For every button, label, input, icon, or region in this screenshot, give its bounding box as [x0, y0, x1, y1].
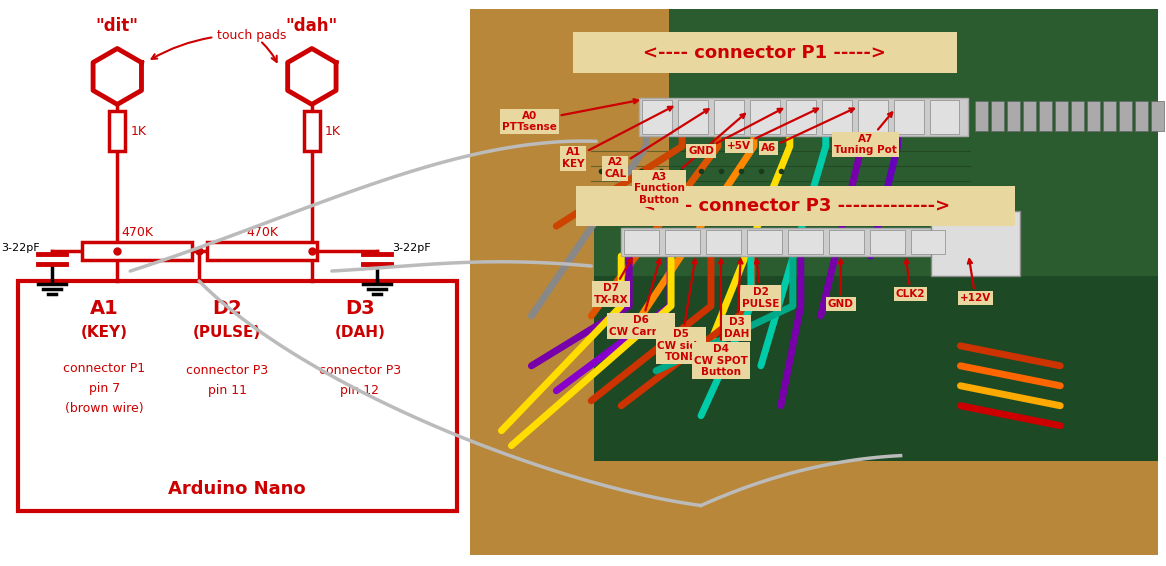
Bar: [747, 230, 782, 254]
Text: connector P3
pin 11: connector P3 pin 11: [187, 365, 268, 397]
Text: connector P3
pin 12: connector P3 pin 12: [318, 365, 401, 397]
Bar: [976, 101, 989, 131]
Bar: [624, 230, 659, 254]
Bar: [1055, 101, 1068, 131]
Bar: [822, 100, 851, 134]
Text: CLK2: CLK2: [895, 259, 926, 299]
Text: 470K: 470K: [246, 226, 278, 239]
Bar: [83, 242, 192, 260]
Text: touch pads: touch pads: [152, 28, 287, 59]
Bar: [786, 100, 816, 134]
Bar: [576, 186, 1016, 226]
Text: D4
CW SPOT
Button: D4 CW SPOT Button: [694, 259, 747, 378]
Bar: [639, 98, 969, 136]
Text: (KEY): (KEY): [80, 325, 128, 340]
Text: < ---- connector P3 ------------->: < ---- connector P3 ------------->: [641, 197, 950, 215]
Text: A1
KEY: A1 KEY: [562, 107, 673, 169]
Bar: [1087, 101, 1101, 131]
Text: D7
TX-RX: D7 TX-RX: [593, 259, 632, 305]
Bar: [591, 8, 1158, 316]
Text: "dah": "dah": [286, 16, 338, 35]
Bar: [621, 228, 961, 256]
Text: 470K: 470K: [121, 226, 153, 239]
Text: D6
CW Carrier: D6 CW Carrier: [610, 259, 673, 337]
Text: <---- connector P1 ----->: <---- connector P1 ----->: [644, 44, 886, 62]
Bar: [208, 242, 317, 260]
Text: A6: A6: [761, 109, 854, 153]
Bar: [642, 100, 672, 134]
Bar: [591, 276, 1158, 555]
Bar: [470, 8, 1158, 555]
Text: 3-22pF: 3-22pF: [392, 243, 431, 253]
Bar: [1024, 101, 1037, 131]
Bar: [17, 281, 457, 511]
Bar: [1072, 101, 1084, 131]
Bar: [470, 461, 1158, 555]
Bar: [788, 230, 823, 254]
Text: D5
CW side
TONE: D5 CW side TONE: [658, 259, 704, 362]
Text: GND: GND: [828, 259, 854, 309]
Text: D3: D3: [345, 299, 374, 319]
Text: +5V: +5V: [726, 109, 819, 151]
Bar: [1103, 101, 1116, 131]
Text: A7
Tuning Pot: A7 Tuning Pot: [834, 113, 897, 155]
Bar: [991, 101, 1004, 131]
Text: A2
CAL: A2 CAL: [604, 109, 709, 179]
Bar: [470, 8, 669, 226]
Text: A1: A1: [90, 299, 119, 319]
Text: A0
PTTsense: A0 PTTsense: [501, 99, 638, 132]
Text: connector P1
pin 7
(brown wire): connector P1 pin 7 (brown wire): [63, 362, 146, 415]
Bar: [750, 100, 780, 134]
Bar: [714, 100, 744, 134]
Bar: [1119, 101, 1132, 131]
Text: 3-22pF: 3-22pF: [1, 243, 40, 253]
Text: D3
DAH: D3 DAH: [724, 259, 750, 338]
Bar: [930, 211, 1020, 276]
Bar: [858, 100, 887, 134]
Text: (PULSE): (PULSE): [192, 325, 261, 340]
Text: "dit": "dit": [96, 16, 139, 35]
Text: GND: GND: [688, 109, 782, 156]
Bar: [929, 100, 960, 134]
Bar: [304, 112, 319, 151]
Text: (DAH): (DAH): [335, 325, 385, 340]
Bar: [1039, 101, 1052, 131]
Text: D2
PULSE: D2 PULSE: [743, 259, 780, 309]
Bar: [1007, 101, 1020, 131]
Text: 1K: 1K: [131, 125, 146, 138]
Bar: [574, 32, 957, 74]
Bar: [110, 112, 125, 151]
Bar: [829, 230, 864, 254]
Text: 1K: 1K: [325, 125, 340, 138]
Text: +12V: +12V: [960, 259, 991, 303]
Bar: [1151, 101, 1164, 131]
Bar: [911, 230, 946, 254]
Bar: [679, 100, 708, 134]
Bar: [665, 230, 700, 254]
Bar: [893, 100, 923, 134]
Bar: [705, 230, 740, 254]
Text: D2: D2: [212, 299, 241, 319]
Bar: [870, 230, 905, 254]
Bar: [470, 8, 595, 555]
Text: Arduino Nano: Arduino Nano: [168, 479, 305, 498]
Text: A3
Function
Button: A3 Function Button: [633, 114, 745, 205]
Bar: [1135, 101, 1149, 131]
